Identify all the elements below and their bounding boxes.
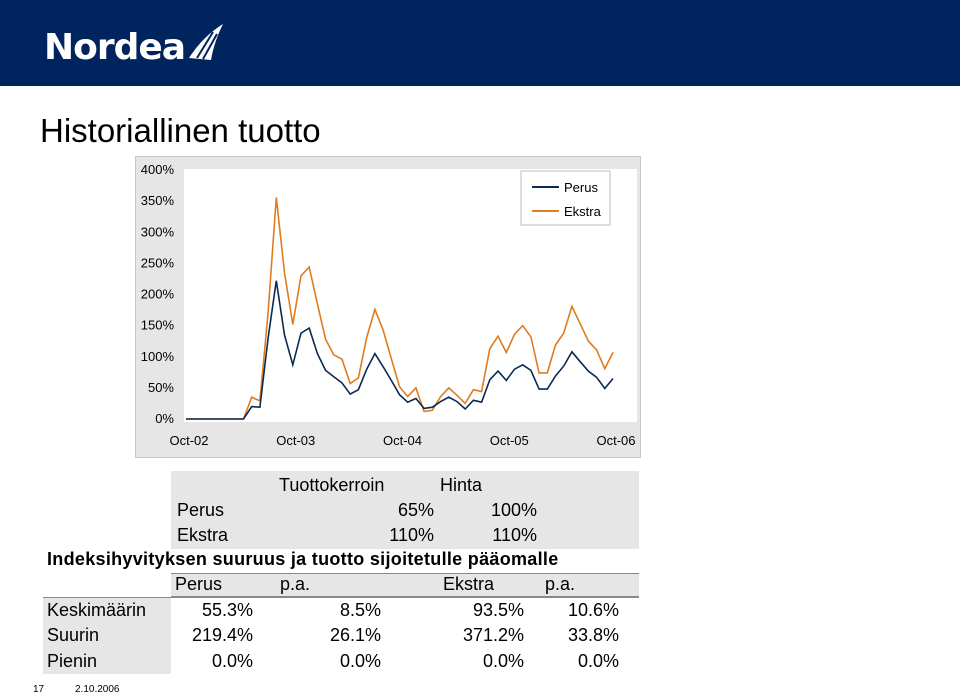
row-label-perus: Perus [177, 500, 225, 520]
returns-table-header [171, 573, 639, 597]
y-tick-label: 350% [141, 193, 175, 208]
y-tick-label: 200% [141, 287, 175, 302]
ekstra-tuottokerroin: 110% [389, 525, 434, 545]
y-tick-label: 150% [141, 318, 175, 333]
pienin-perus-pa: 0.0% [339, 651, 381, 671]
header-ekstra-pa: p.a. [545, 574, 576, 594]
nordea-logo: Nordea [44, 22, 227, 72]
line-chart: 400% 350% 300% 250% 200% 150% 100% 50% 0% Oct-02… [141, 162, 637, 448]
y-tick-label: 300% [141, 224, 175, 239]
page-title: Historiallinen tuotto [40, 112, 321, 149]
y-tick-label: 50% [148, 380, 174, 395]
header-ekstra: Ekstra [443, 574, 495, 594]
section-subtitle: Indeksihyvityksen suuruus ja tuotto sijo… [47, 549, 559, 569]
header-perus: Perus [175, 574, 223, 594]
page-number: 17 [33, 684, 45, 695]
chart-container: 400% 350% 300% 250% 200% 150% 100% 50% 0% Oct-02… [135, 156, 641, 458]
legend-label-ekstra: Ekstra [564, 204, 602, 219]
row-label-suurin: Suurin [47, 625, 100, 645]
x-tick-label: Oct-02 [169, 433, 208, 448]
ratio-table: Tuottokerroin Hinta Perus 65% 100% Ekstr… [171, 471, 639, 549]
y-tick-label: 250% [141, 255, 175, 270]
chart-legend: Perus Ekstra [520, 170, 611, 226]
y-tick-label: 400% [141, 162, 175, 177]
perus-tuottokerroin: 65% [397, 500, 434, 520]
keskimaarin-perus: 55.3% [201, 600, 253, 620]
row-label-keskimaarin: Keskimäärin [47, 600, 147, 620]
footer-date: 2.10.2006 [75, 684, 120, 695]
sail-icon [189, 24, 224, 60]
suurin-ekstra: 371.2% [462, 625, 524, 645]
y-tick-label: 0% [155, 411, 174, 426]
x-tick-label: Oct-04 [383, 433, 422, 448]
suurin-perus-pa: 26.1% [329, 625, 381, 645]
row-label-pienin: Pienin [47, 651, 98, 671]
x-tick-label: Oct-03 [276, 433, 315, 448]
header-hinta: Hinta [440, 475, 483, 495]
keskimaarin-perus-pa: 8.5% [339, 600, 381, 620]
keskimaarin-ekstra: 93.5% [472, 600, 524, 620]
suurin-perus: 219.4% [191, 625, 253, 645]
perus-hinta: 100% [490, 500, 537, 520]
pienin-perus: 0.0% [211, 651, 253, 671]
returns-table-row-header [43, 597, 171, 674]
pienin-ekstra: 0.0% [482, 651, 524, 671]
header-tuottokerroin: Tuottokerroin [279, 475, 385, 495]
y-tick-label: 100% [141, 349, 175, 364]
series-line-perus [186, 280, 614, 420]
legend-label-perus: Perus [564, 180, 598, 195]
x-tick-label: Oct-06 [596, 433, 635, 448]
keskimaarin-ekstra-pa: 10.6% [567, 600, 619, 620]
pienin-ekstra-pa: 0.0% [577, 651, 619, 671]
series-line-ekstra [186, 197, 614, 420]
header-bar: Nordea [0, 0, 960, 86]
table-divider [43, 597, 639, 598]
logo-text: Nordea [44, 26, 186, 68]
x-tick-label: Oct-05 [490, 433, 529, 448]
row-label-ekstra: Ekstra [177, 525, 229, 545]
header-perus-pa: p.a. [280, 574, 311, 594]
ekstra-hinta: 110% [492, 525, 537, 545]
suurin-ekstra-pa: 33.8% [567, 625, 619, 645]
